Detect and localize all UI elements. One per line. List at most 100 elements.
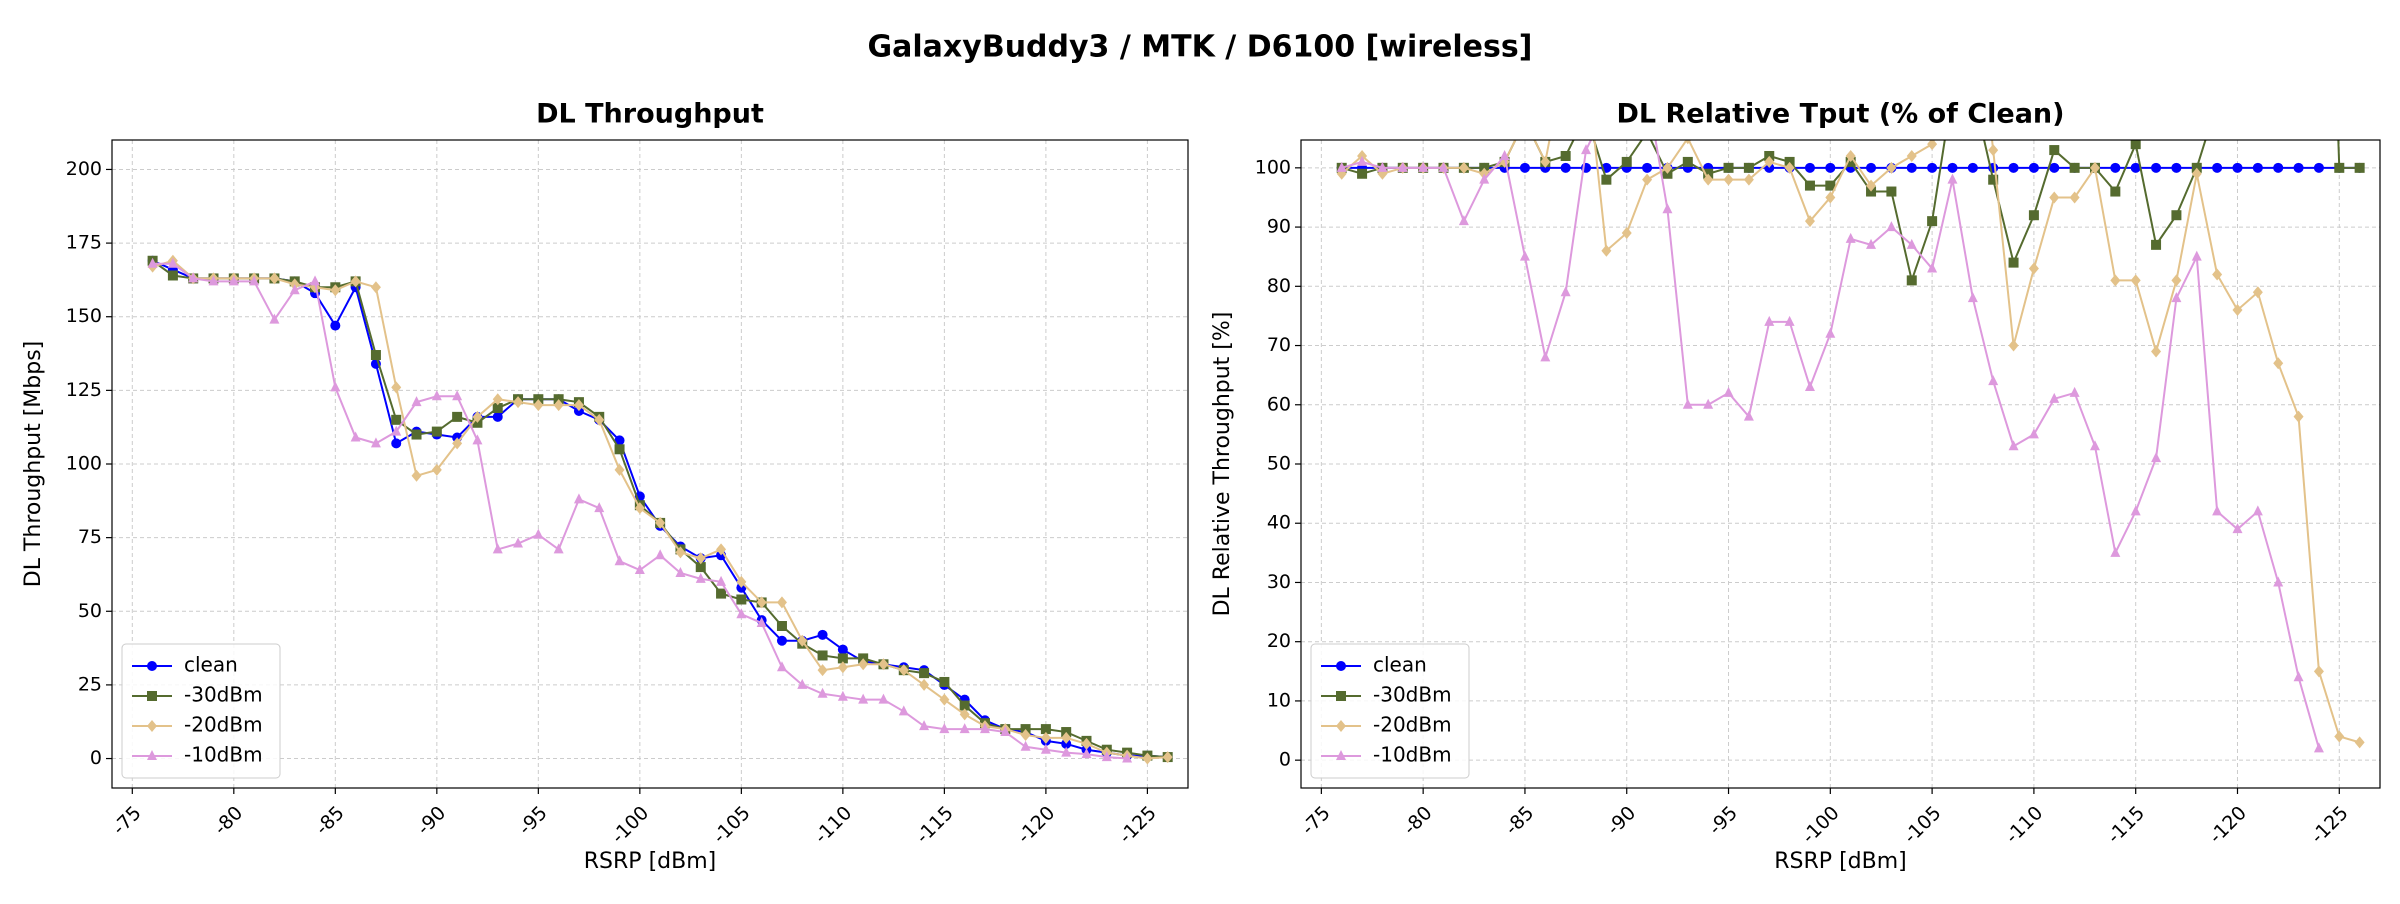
marker bbox=[1764, 315, 1775, 326]
marker bbox=[2232, 523, 2243, 534]
marker bbox=[1927, 262, 1938, 273]
marker bbox=[1122, 752, 1133, 763]
y-tick-label: 200 bbox=[66, 158, 102, 180]
marker bbox=[1804, 215, 1815, 228]
marker bbox=[1906, 162, 1917, 173]
marker bbox=[655, 516, 666, 529]
marker bbox=[2151, 345, 2162, 358]
marker bbox=[1988, 375, 1999, 386]
marker bbox=[310, 275, 321, 286]
marker bbox=[249, 275, 260, 286]
marker bbox=[776, 596, 787, 609]
marker bbox=[837, 661, 848, 674]
marker bbox=[350, 275, 361, 288]
marker bbox=[1927, 140, 1938, 151]
y-tick-label: 60 bbox=[1267, 393, 1291, 415]
marker bbox=[2313, 665, 2324, 678]
marker bbox=[2232, 303, 2243, 316]
marker bbox=[2130, 274, 2141, 287]
marker bbox=[979, 723, 990, 734]
marker bbox=[1906, 149, 1917, 162]
axes-frame bbox=[111, 139, 1189, 789]
marker bbox=[391, 438, 402, 449]
y-tick-label: 20 bbox=[1267, 630, 1291, 652]
marker bbox=[1336, 691, 1346, 701]
marker bbox=[1988, 144, 1999, 157]
marker bbox=[1040, 731, 1051, 744]
marker bbox=[2212, 162, 2223, 173]
marker bbox=[1804, 380, 1815, 391]
marker bbox=[370, 437, 381, 448]
marker bbox=[939, 723, 950, 734]
marker bbox=[1519, 162, 1530, 173]
marker bbox=[2130, 162, 2141, 173]
marker bbox=[1377, 161, 1388, 172]
marker bbox=[391, 381, 402, 394]
marker bbox=[2028, 210, 2039, 221]
marker bbox=[289, 284, 300, 295]
marker bbox=[1020, 740, 1031, 751]
marker bbox=[695, 552, 706, 565]
marker bbox=[2334, 730, 2345, 743]
marker bbox=[553, 543, 564, 554]
legend-label: -30dBm bbox=[184, 683, 263, 707]
y-tick-label: 125 bbox=[66, 379, 102, 401]
marker bbox=[837, 644, 848, 655]
marker bbox=[1479, 173, 1490, 184]
marker bbox=[1458, 161, 1469, 174]
marker bbox=[858, 658, 869, 671]
marker bbox=[1336, 720, 1346, 732]
marker bbox=[2191, 250, 2202, 261]
marker bbox=[959, 723, 970, 734]
marker bbox=[776, 661, 787, 672]
marker bbox=[1418, 161, 1429, 172]
marker bbox=[167, 257, 178, 268]
marker bbox=[2069, 162, 2080, 173]
marker bbox=[655, 549, 666, 560]
marker bbox=[1927, 162, 1938, 173]
legend-label: clean bbox=[1373, 653, 1427, 677]
marker bbox=[2008, 339, 2019, 352]
marker bbox=[2232, 162, 2243, 173]
marker bbox=[1886, 186, 1897, 197]
marker bbox=[2028, 162, 2039, 173]
marker bbox=[2191, 167, 2202, 180]
marker bbox=[1825, 180, 1836, 191]
y-tick-label: 150 bbox=[66, 305, 102, 327]
marker bbox=[2110, 186, 2121, 197]
marker bbox=[1703, 173, 1714, 186]
marker bbox=[330, 284, 341, 297]
marker bbox=[2171, 292, 2182, 303]
marker bbox=[1662, 203, 1673, 214]
marker bbox=[147, 691, 157, 701]
y-tick-label: 90 bbox=[1267, 216, 1291, 238]
marker bbox=[1743, 162, 1754, 173]
marker bbox=[614, 555, 625, 566]
marker bbox=[147, 661, 157, 671]
marker bbox=[1397, 161, 1408, 172]
marker bbox=[553, 399, 564, 412]
y-tick-label: 80 bbox=[1267, 275, 1291, 297]
legend-label: -20dBm bbox=[184, 713, 263, 737]
marker bbox=[1081, 748, 1092, 759]
marker bbox=[1438, 161, 1449, 172]
y-tick-label: 30 bbox=[1267, 571, 1291, 593]
marker bbox=[1040, 724, 1051, 735]
marker bbox=[573, 493, 584, 504]
marker bbox=[391, 414, 402, 425]
marker bbox=[2110, 162, 2121, 173]
y-tick-label: 10 bbox=[1267, 689, 1291, 711]
marker bbox=[1804, 180, 1815, 191]
marker bbox=[1927, 216, 1938, 227]
y-tick-label: 75 bbox=[78, 526, 102, 548]
marker bbox=[1947, 162, 1958, 173]
legend-label: -20dBm bbox=[1373, 713, 1452, 737]
marker bbox=[2273, 576, 2284, 587]
marker bbox=[1061, 746, 1072, 757]
marker bbox=[1621, 226, 1632, 239]
marker bbox=[919, 668, 930, 679]
marker bbox=[1601, 244, 1612, 257]
marker bbox=[492, 543, 503, 554]
marker bbox=[2049, 392, 2060, 403]
